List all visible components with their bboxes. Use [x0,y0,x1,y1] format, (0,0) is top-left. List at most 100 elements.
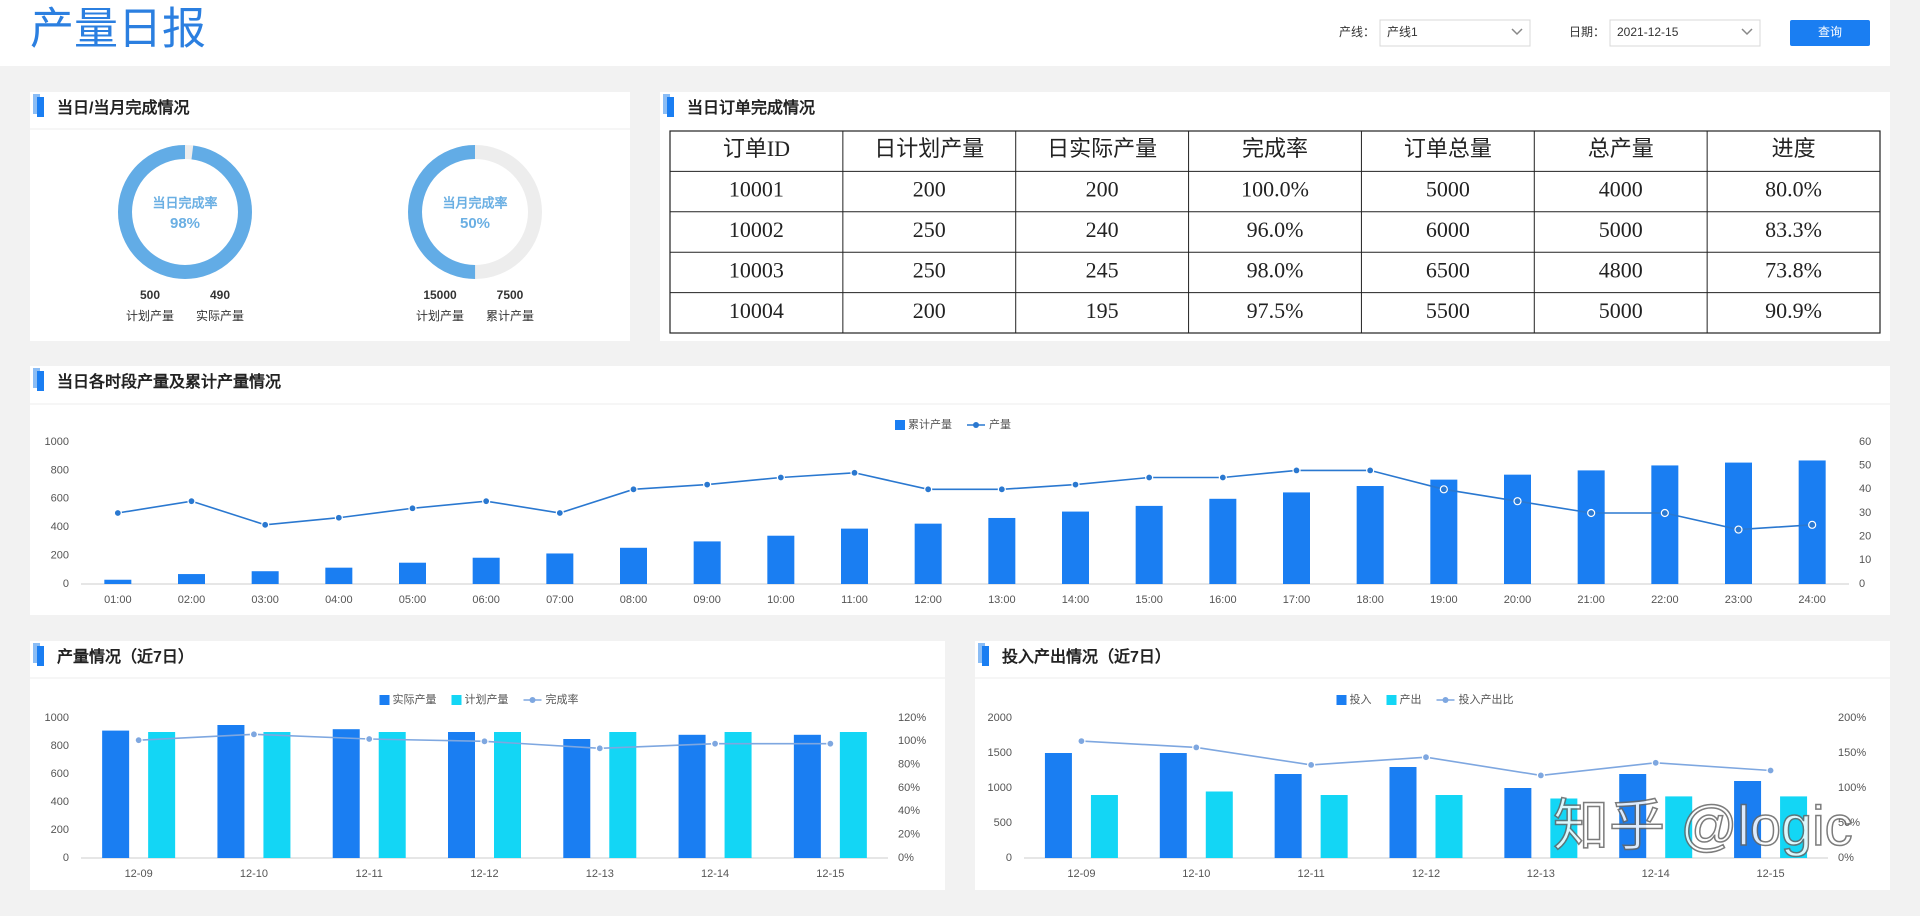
x-tick-label: 22:00 [1651,594,1679,606]
x-tick-label: 01:00 [104,594,132,606]
watermark: 知乎 @logic [1553,794,1853,857]
x-tick-label: 12:00 [914,594,942,606]
line-point [408,504,417,513]
table-cell: 5500 [1426,298,1470,323]
dropdown-arrow[interactable] [1741,28,1753,36]
line-point [1660,508,1669,518]
x-tick-label: 09:00 [693,594,721,606]
line-point [1651,758,1660,767]
stat-name: 计划产量 [126,309,174,323]
bar [988,517,1016,584]
y2-tick-label: 10 [1859,554,1871,566]
gauge-arc [408,145,542,279]
bar [148,732,176,858]
line-select-value[interactable]: 产线1 [1387,25,1418,39]
bar [178,574,205,584]
bar [1550,798,1578,858]
query-button-label[interactable]: 查询 [1818,25,1842,39]
bar [1430,479,1458,584]
line-point [710,739,720,748]
legend-label[interactable]: 投入 [1350,692,1372,706]
stat-name: 计划产量 [416,309,464,323]
legend-label[interactable]: 累计产量 [908,417,952,431]
line-point [1421,753,1431,762]
query-button[interactable] [1790,20,1870,46]
line-point [924,485,933,494]
legend-swatch [1336,695,1347,705]
legend-label[interactable]: 实际产量 [393,692,437,706]
line-point [1366,466,1375,475]
x-tick-label: 12-09 [125,868,153,880]
stat-number: 500 [140,288,160,302]
bar [1504,474,1531,584]
y-tick-label: 400 [51,796,69,808]
gauge-value: 98% [170,215,200,232]
table-cell: 80.0% [1765,177,1822,202]
table-cell: 97.5% [1247,298,1304,323]
x-tick-label: 05:00 [399,594,427,606]
table-border [669,130,1881,334]
legend-label[interactable]: 产出 [1400,692,1422,706]
x-tick-label: 19:00 [1430,594,1458,606]
y-tick-label: 2000 [988,712,1012,724]
table-header: 日实际产量 [1047,136,1157,161]
page-title: 产量日报 [30,5,206,54]
y2-tick-label: 0% [1838,852,1854,864]
bar [325,567,353,584]
bar [767,535,795,584]
x-tick-label: 12-15 [1757,868,1785,880]
table-cell: 6500 [1426,257,1470,282]
bar [448,732,475,858]
bar [1577,470,1605,584]
y-tick-label: 1000 [45,436,69,448]
bar [839,732,867,858]
legend-label[interactable]: 产量 [989,417,1011,431]
bar [678,734,706,858]
table-cell: 73.8% [1765,257,1822,282]
legend-label[interactable]: 完成率 [546,692,579,706]
line-point [187,497,196,506]
x-tick-label: 21:00 [1577,594,1605,606]
bar [251,571,279,584]
date-value[interactable]: 2021-12-15 [1617,25,1679,39]
line-point [629,485,638,494]
table-cell: 200 [913,177,946,202]
x-tick-label: 23:00 [1725,594,1753,606]
table-cell: 10004 [729,298,784,323]
stat-number: 15000 [423,288,457,302]
bar [1734,781,1762,858]
x-tick-label: 24:00 [1798,594,1826,606]
line-point [1808,520,1817,529]
line-point [1307,760,1316,770]
table-header: 日计划产量 [874,136,984,161]
dropdown-arrow[interactable] [1511,28,1523,36]
x-tick-label: 13:00 [988,594,1016,606]
table-cell: 5000 [1599,298,1643,323]
table-cell: 200 [913,298,946,323]
y-tick-label: 800 [51,740,69,752]
panel [30,366,1890,615]
y-tick-label: 600 [51,493,69,505]
stat-number: 7500 [497,288,524,302]
y2-tick-label: 60% [898,782,920,794]
line-point [555,508,564,518]
x-tick-label: 18:00 [1356,594,1384,606]
bar [378,732,406,858]
date-picker[interactable] [1609,19,1761,47]
x-tick-label: 12-10 [240,868,268,880]
y-tick-label: 200 [51,824,69,836]
line-select[interactable] [1379,19,1531,47]
legend-label[interactable]: 投入产出比 [1459,692,1514,706]
y2-tick-label: 200% [1838,712,1866,724]
table-cell: 4000 [1599,177,1643,202]
gauge-value: 50% [460,215,490,232]
bar [841,528,868,584]
line-point [850,468,859,477]
table-cell: 100.0% [1241,177,1309,202]
bar [793,734,821,858]
legend-label[interactable]: 计划产量 [465,692,509,706]
header-bar [0,0,1890,66]
y-tick-label: 500 [994,817,1012,829]
bar [1665,796,1693,858]
y2-tick-label: 80% [898,759,920,771]
